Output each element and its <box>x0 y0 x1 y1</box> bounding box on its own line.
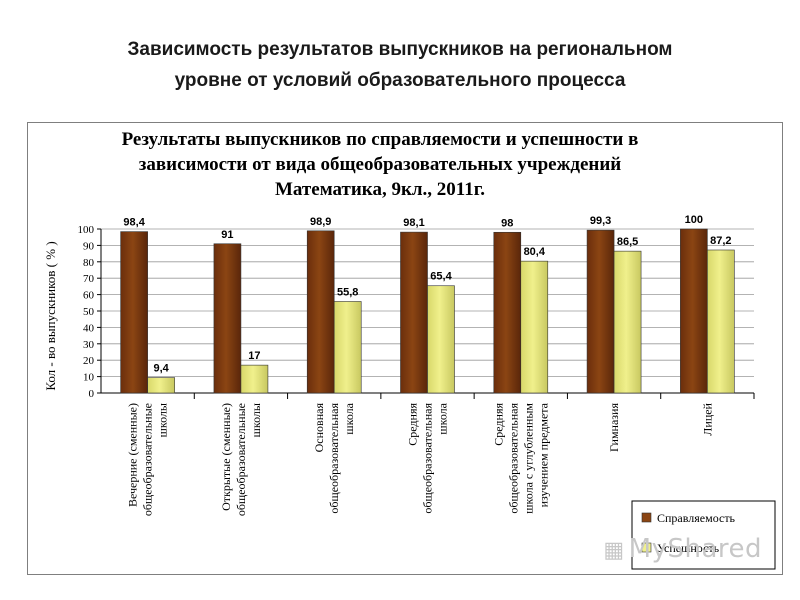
data-label: 98,1 <box>403 217 424 229</box>
bar-spravlyaemost <box>120 231 148 394</box>
y-tick-label: 80 <box>83 257 95 269</box>
x-category-label: общеобразовательная <box>421 403 435 514</box>
legend-label: Справляемость <box>657 511 736 525</box>
chart-title-line-2: зависимости от вида общеобразовательных … <box>139 154 622 175</box>
x-category-label: Открытые (сменные) <box>219 403 233 511</box>
x-category-label: Средняя <box>406 403 420 446</box>
y-tick-label: 10 <box>83 372 95 384</box>
x-category-label: общеобразовательные <box>234 403 248 516</box>
data-label: 55,8 <box>337 286 358 298</box>
y-tick-label: 0 <box>89 388 95 400</box>
y-tick-label: 70 <box>83 273 95 285</box>
chart-title-line-1: Результаты выпускников по справляемости … <box>122 129 639 150</box>
data-label: 98,9 <box>310 216 331 228</box>
x-category-label: школа <box>342 402 356 434</box>
watermark-text: MyShared <box>628 534 762 564</box>
x-category-label: школа с углубленным <box>521 403 535 514</box>
bar-uspeshnost <box>613 250 642 394</box>
x-category-label: школы <box>156 403 170 437</box>
chart-frame: Результаты выпускников по справляемости … <box>27 122 783 575</box>
data-label: 100 <box>685 214 703 226</box>
x-category-label: Лицей <box>700 402 714 435</box>
x-category-label: Основная <box>312 403 326 453</box>
bar-uspeshnost <box>333 301 362 394</box>
y-tick-label: 90 <box>83 240 95 252</box>
data-label: 98 <box>501 217 513 229</box>
bar-spravlyaemost <box>586 229 615 394</box>
legend-swatch <box>641 512 652 523</box>
slide-title-line-2: уровне от условий образовательного проце… <box>174 70 626 91</box>
bar-spravlyaemost <box>400 231 428 394</box>
presentation-icon: ▦ <box>603 538 625 563</box>
bar-spravlyaemost <box>213 243 242 394</box>
data-label: 99,3 <box>590 215 611 227</box>
slide-title: Зависимость результатов выпускников на р… <box>0 34 800 96</box>
bar-spravlyaemost <box>306 230 335 394</box>
bar-uspeshnost <box>147 377 175 394</box>
y-tick-label: 30 <box>83 339 95 351</box>
y-tick-label: 100 <box>78 224 95 236</box>
data-label: 91 <box>221 229 233 241</box>
y-tick-label: 20 <box>83 355 95 367</box>
bar-uspeshnost <box>707 249 735 394</box>
bar-spravlyaemost <box>680 228 708 394</box>
y-tick-label: 40 <box>83 322 95 334</box>
x-category-label: школы <box>249 403 263 437</box>
data-label: 86,5 <box>617 236 638 248</box>
x-category-label: Гимназия <box>607 403 621 452</box>
bar-uspeshnost <box>427 285 455 394</box>
x-category-label: школа <box>436 402 450 434</box>
bar-chart: Результаты выпускников по справляемости … <box>43 129 776 570</box>
y-tick-label: 50 <box>83 306 95 318</box>
legend-swatch <box>641 542 652 553</box>
y-tick-label: 60 <box>83 290 95 302</box>
data-label: 80,4 <box>524 246 546 258</box>
x-category-label: общеобразовательная <box>327 403 341 514</box>
data-label: 87,2 <box>710 235 731 247</box>
x-category-label: общеобразовательная <box>506 403 520 514</box>
watermark: ▦ MyShared <box>603 534 762 564</box>
legend-label: Успешность <box>657 541 720 555</box>
bar-uspeshnost <box>520 260 549 394</box>
x-category-label: общеобразовательные <box>141 403 155 516</box>
bar-uspeshnost <box>240 364 269 394</box>
bar-spravlyaemost <box>493 231 522 394</box>
x-category-label: Вечерние (сменные) <box>126 403 140 507</box>
data-label: 98,4 <box>123 217 145 229</box>
data-label: 9,4 <box>153 363 169 375</box>
chart-title-line-3: Математика, 9кл., 2011г. <box>275 179 485 200</box>
slide-title-line-1: Зависимость результатов выпускников на р… <box>127 39 673 60</box>
legend-box <box>631 500 776 570</box>
data-label: 17 <box>248 350 260 362</box>
data-label: 65,4 <box>430 271 452 283</box>
y-axis-label: Кол - во выпускников ( % ) <box>43 241 58 390</box>
x-category-label: Средняя <box>491 403 505 446</box>
x-category-label: изучением предмета <box>536 402 550 507</box>
